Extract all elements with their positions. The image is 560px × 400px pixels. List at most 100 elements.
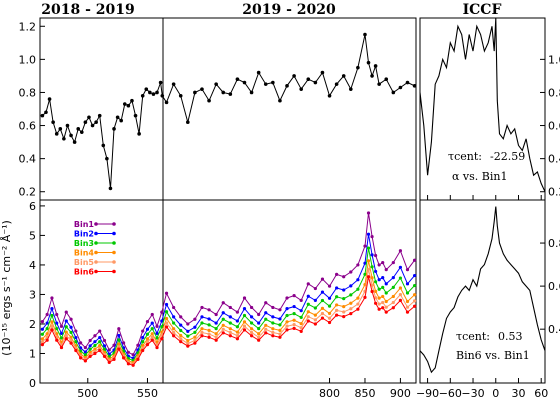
series-point-bin4 (384, 299, 388, 304)
iccf-x-tick-label: −30 (461, 387, 484, 400)
series-point-bin1 (370, 235, 374, 239)
series-point-bin5 (172, 330, 176, 335)
series-point-bin5 (306, 315, 310, 319)
iccf-x-tick-label: 60 (534, 387, 548, 400)
series-point-bin5 (335, 308, 339, 312)
series-point-bin4 (164, 316, 169, 321)
series-point-bin3 (45, 327, 49, 331)
top-series-point (101, 143, 106, 148)
top-series-point (47, 97, 52, 101)
legend-marker (112, 231, 116, 236)
top-series-point (278, 98, 282, 103)
top-series-point (412, 84, 417, 88)
top-series-point (44, 110, 48, 115)
series-point-bin1 (235, 310, 240, 314)
series-point-bin5 (257, 335, 261, 339)
series-point-bin5 (214, 335, 218, 339)
light-curve-bottom-panel: 0 1 2 3 4 5 6 500 550 800 850 900 (29, 199, 417, 400)
series-point-bin2 (117, 333, 121, 338)
series-point-bin2 (200, 315, 204, 319)
series-point-bin4 (391, 294, 395, 299)
top-series-point (313, 80, 318, 85)
series-point-bin5 (299, 326, 303, 330)
series-point-bin1 (74, 329, 78, 333)
series-point-bin3 (384, 291, 388, 295)
tau-label-top: τcent: (448, 150, 482, 163)
p-iccf2-curve (419, 206, 546, 374)
series-point-bin5 (145, 340, 150, 344)
series-point-bin3 (381, 285, 385, 290)
series-point-bin2 (145, 327, 150, 331)
series-point-bin3 (391, 285, 395, 290)
legend-marker (112, 250, 116, 255)
top-frame (39, 17, 417, 201)
series-point-bin3 (172, 321, 176, 325)
top-series-point (51, 120, 55, 125)
series-point-bin6 (335, 313, 339, 317)
series-point-bin6 (55, 338, 59, 342)
series-point-bin6 (64, 337, 68, 341)
series-point-bin2 (228, 315, 232, 319)
tau-value-top: -22.59 (490, 150, 525, 163)
top-series-point (242, 80, 247, 85)
series-point-bin4 (349, 301, 353, 305)
series-point-bin5 (292, 322, 296, 327)
series-point-bin6 (235, 337, 240, 341)
series-point-bin2 (299, 309, 303, 313)
series-point-bin6 (107, 360, 111, 364)
series-point-bin1 (363, 244, 367, 248)
series-point-bin1 (327, 284, 332, 288)
series-point-bin6 (363, 295, 367, 300)
series-point-bin3 (356, 287, 360, 291)
series-point-bin3 (59, 336, 64, 340)
series-point-bin5 (381, 300, 385, 305)
series-point-bin3 (398, 276, 403, 280)
series-point-bin1 (83, 345, 87, 350)
tau-label-bottom: τcent: (456, 330, 490, 343)
top-series-point (221, 90, 226, 95)
y-tick-label-top: 0.6 (19, 120, 37, 133)
x-tick-label: 900 (390, 387, 411, 400)
top-series-point (373, 64, 378, 68)
series-point-bin6 (228, 334, 232, 338)
top-series-point (62, 136, 66, 141)
iccf-top-panel: 0.2 0.4 0.6 0.8 1.0 (419, 17, 560, 201)
series-point-bin5 (320, 311, 325, 316)
title-2019-2020: 2019 - 2020 (242, 2, 336, 18)
y-tick-label-top: 1.2 (19, 20, 37, 33)
iccf-y-tick-label: 0.4 (548, 323, 560, 336)
top-series-point (65, 123, 70, 128)
series-point-bin2 (214, 321, 218, 325)
series-point-bin4 (257, 332, 261, 336)
series-point-bin2 (150, 321, 154, 325)
series-point-bin5 (366, 267, 371, 271)
series-point-bin6 (242, 328, 247, 332)
top-series-point (271, 80, 275, 85)
series-point-bin5 (150, 335, 154, 339)
series-point-bin2 (320, 290, 325, 294)
series-point-bin1 (242, 296, 247, 300)
series-point-bin5 (179, 337, 183, 341)
series-point-bin1 (93, 334, 97, 338)
series-point-bin6 (381, 306, 385, 310)
series-point-bin1 (79, 341, 83, 345)
top-series-point (178, 93, 183, 98)
series-point-bin2 (249, 315, 254, 319)
iccf-y-tick-label: 0.4 (548, 153, 560, 166)
series-point-bin6 (249, 334, 254, 338)
series-point-bin3 (186, 334, 190, 338)
title-iccf: ICCF (463, 2, 502, 18)
series-point-bin3 (117, 338, 121, 342)
series-point-bin6 (179, 340, 183, 344)
series-point-bin1 (381, 260, 385, 265)
series-point-bin6 (299, 329, 303, 333)
top-series-point (76, 127, 81, 131)
series-point-bin4 (235, 330, 240, 334)
series-point-bin1 (349, 270, 353, 274)
top-series-point (398, 85, 403, 90)
series-point-bin1 (179, 315, 183, 319)
y-tick-label-top: 1.0 (19, 53, 37, 66)
series-point-bin2 (172, 315, 176, 319)
series-point-bin1 (207, 308, 211, 312)
